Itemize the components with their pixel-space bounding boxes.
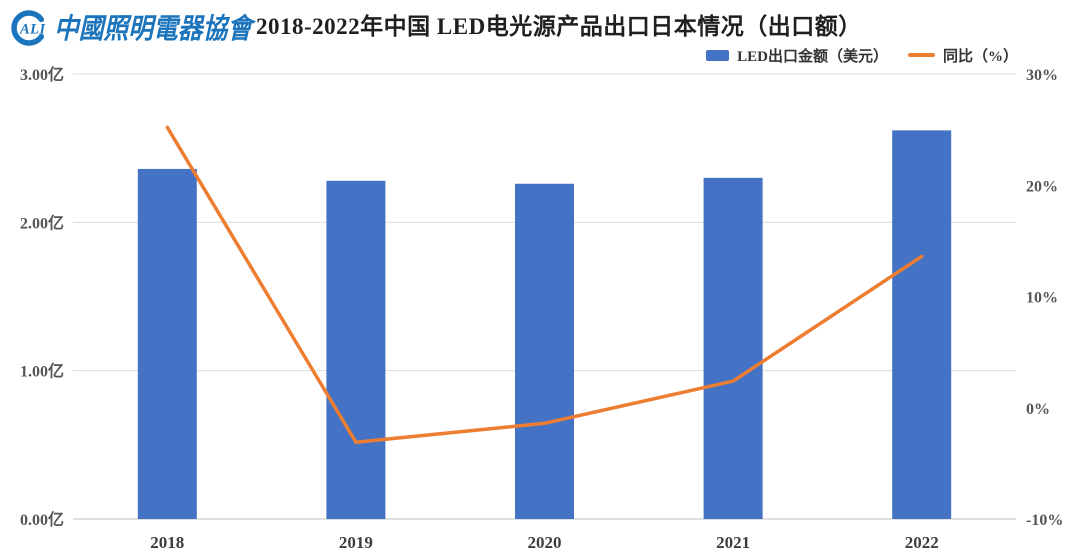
line-series-swatch (907, 53, 935, 57)
bar-2022 (892, 130, 952, 519)
y-axis-right-tick: 30% (1026, 67, 1058, 84)
legend-item-export-amount: LED出口金额（美元） (706, 45, 888, 66)
legend-label: 同比（%） (942, 48, 1018, 65)
y-axis-right-tick: 0% (1026, 401, 1050, 418)
cali-acronym-text: ALI (19, 22, 47, 38)
cali-c-arc (11, 10, 45, 46)
y-axis-right-tick: 20% (1026, 178, 1058, 195)
x-axis-tick-2022: 2022 (905, 533, 939, 552)
cali-logo: ALI 中國照明電器協會 (11, 10, 256, 46)
chart-title: 2018-2022年中国 LED电光源产品出口日本情况（出口额） (256, 14, 862, 39)
org-name-calligraphy: 中國照明電器協會 (54, 13, 256, 45)
x-axis-tick-2018: 2018 (150, 533, 184, 552)
x-axis-tick-2021: 2021 (716, 533, 750, 552)
y-axis-left-tick: 2.00亿 (20, 213, 64, 232)
bar-series-swatch (706, 49, 730, 61)
chart-legend: LED出口金额（美元） 同比（%） (706, 45, 1018, 65)
x-axis-tick-2019: 2019 (339, 533, 373, 552)
y-axis-right-tick: 10% (1026, 290, 1058, 307)
legend-item-yoy: 同比（%） (907, 45, 1018, 66)
bar-2019 (326, 180, 386, 520)
bar-2021 (703, 177, 763, 520)
yoy-line (165, 125, 924, 444)
y-axis-right-tick: -10% (1026, 512, 1063, 529)
bar-2018 (137, 168, 197, 519)
cali-logo-mark: ALI (11, 10, 47, 46)
x-axis-tick-2020: 2020 (528, 533, 562, 552)
bar-2020 (515, 183, 574, 519)
y-axis-left-tick: 1.00亿 (20, 362, 64, 381)
y-axis-left-tick: 0.00亿 (20, 510, 64, 529)
legend-label: LED出口金额（美元） (737, 48, 888, 65)
y-axis-left-tick: 3.00亿 (20, 65, 64, 84)
